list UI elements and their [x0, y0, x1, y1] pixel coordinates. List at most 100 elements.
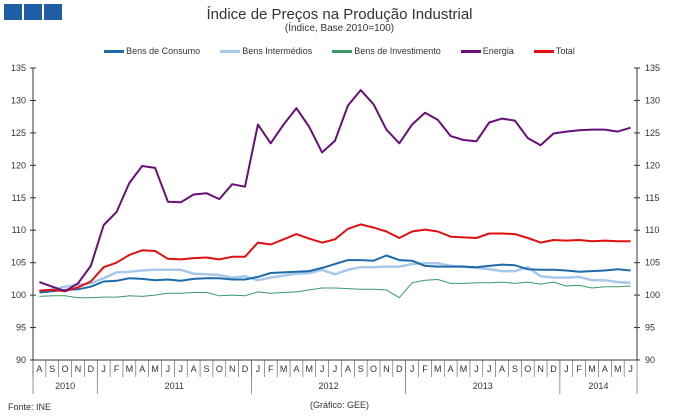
month-label: J [166, 364, 171, 374]
legend-label: Bens de Consumo [126, 46, 201, 56]
y-tick-label-left: 110 [12, 225, 26, 235]
series-line-bens-de-consumo [39, 254, 631, 294]
legend-swatch [332, 50, 353, 54]
month-label: J [179, 364, 184, 374]
month-label: A [602, 364, 608, 374]
legend-item: Energia [460, 46, 514, 56]
legend-swatch [460, 50, 481, 54]
credit-note: (Gráfico: GEE) [309, 400, 369, 410]
month-label: S [49, 364, 55, 374]
series-line-bens-de-investimento [39, 279, 631, 299]
month-label: D [88, 364, 95, 374]
y-tick-label-right: 95 [645, 323, 655, 333]
month-label: M [614, 364, 622, 374]
month-label: O [62, 364, 69, 374]
month-label: M [434, 364, 442, 374]
month-label: O [370, 364, 377, 374]
month-label: A [448, 364, 454, 374]
y-tick-label-left: 125 [11, 128, 26, 138]
y-tick-label-right: 115 [645, 193, 659, 203]
month-label: J [410, 364, 415, 374]
month-label: O [524, 364, 531, 374]
month-label: M [280, 364, 288, 374]
month-label: O [216, 364, 223, 374]
y-tick-label-right: 125 [645, 128, 660, 138]
series-line-total [39, 223, 631, 293]
month-label: N [383, 364, 390, 374]
month-label: F [114, 364, 120, 374]
month-label: S [203, 364, 209, 374]
y-tick-label-right: 120 [645, 160, 660, 170]
month-label: A [139, 364, 145, 374]
month-label: A [191, 364, 197, 374]
month-label: A [499, 364, 505, 374]
month-label: J [487, 364, 492, 374]
y-tick-label-right: 90 [645, 355, 655, 365]
month-label: J [101, 364, 106, 374]
series-line-energia [39, 89, 631, 293]
y-tick-label-right: 130 [645, 95, 660, 105]
legend: Bens de Consumo Bens Intermédios Bens de I… [0, 46, 679, 56]
month-label: F [268, 364, 274, 374]
month-label: J [256, 364, 261, 374]
legend-swatch [533, 50, 554, 54]
logo-block [24, 4, 42, 20]
year-label: 2011 [165, 381, 184, 391]
y-tick-label-right: 100 [645, 290, 660, 300]
legend-item: Bens Intermédios [220, 46, 312, 56]
month-label: D [396, 364, 403, 374]
legend-item: Bens de Investimento [332, 46, 441, 56]
chart-subtitle: (Índice, Base 2010=100) [284, 23, 395, 34]
month-label: J [564, 364, 569, 374]
source-note: Fonte: INE [8, 402, 52, 412]
y-tick-label-left: 115 [12, 193, 26, 203]
month-label: S [512, 364, 518, 374]
month-label: F [576, 364, 582, 374]
month-label: A [345, 364, 351, 374]
year-label: 2010 [55, 381, 75, 391]
year-label: 2013 [473, 381, 493, 391]
logo-block [44, 4, 62, 20]
month-label: N [537, 364, 544, 374]
month-label: N [75, 364, 82, 374]
y-tick-label-right: 135 [645, 63, 660, 73]
legend-label: Bens de Investimento [354, 46, 441, 56]
y-tick-label-left: 105 [11, 258, 26, 268]
legend-label: Bens Intermédios [242, 46, 313, 56]
y-tick-label-left: 130 [11, 95, 26, 105]
month-label: A [36, 364, 42, 374]
month-label: M [306, 364, 314, 374]
y-tick-label-left: 100 [11, 290, 26, 300]
legend-label: Total [555, 46, 575, 56]
y-tick-label-left: 90 [16, 355, 26, 365]
month-label: D [550, 364, 557, 374]
legend-swatch [104, 50, 125, 54]
month-label: N [229, 364, 236, 374]
legend-swatch [220, 50, 241, 54]
y-tick-label-left: 135 [11, 63, 26, 73]
month-label: D [242, 364, 249, 374]
month-label: M [588, 364, 596, 374]
year-label: 2012 [319, 381, 339, 391]
month-label: J [333, 364, 338, 374]
y-tick-label-right: 110 [645, 225, 659, 235]
month-label: J [320, 364, 325, 374]
month-label: M [126, 364, 134, 374]
year-label: 2014 [588, 381, 608, 391]
logo-block [4, 4, 22, 20]
y-tick-label-left: 120 [11, 160, 26, 170]
month-label: J [474, 364, 479, 374]
month-label: M [460, 364, 468, 374]
month-label: M [151, 364, 159, 374]
legend-item: Total [533, 46, 575, 56]
month-label: J [628, 364, 633, 374]
y-tick-label-right: 105 [645, 258, 660, 268]
legend-item: Bens de Consumo [104, 46, 200, 56]
legend-label: Energia [482, 46, 514, 56]
y-tick-label-left: 95 [16, 323, 26, 333]
month-label: S [358, 364, 364, 374]
month-label: A [293, 364, 299, 374]
series-line-bens-intermédios [39, 262, 631, 293]
